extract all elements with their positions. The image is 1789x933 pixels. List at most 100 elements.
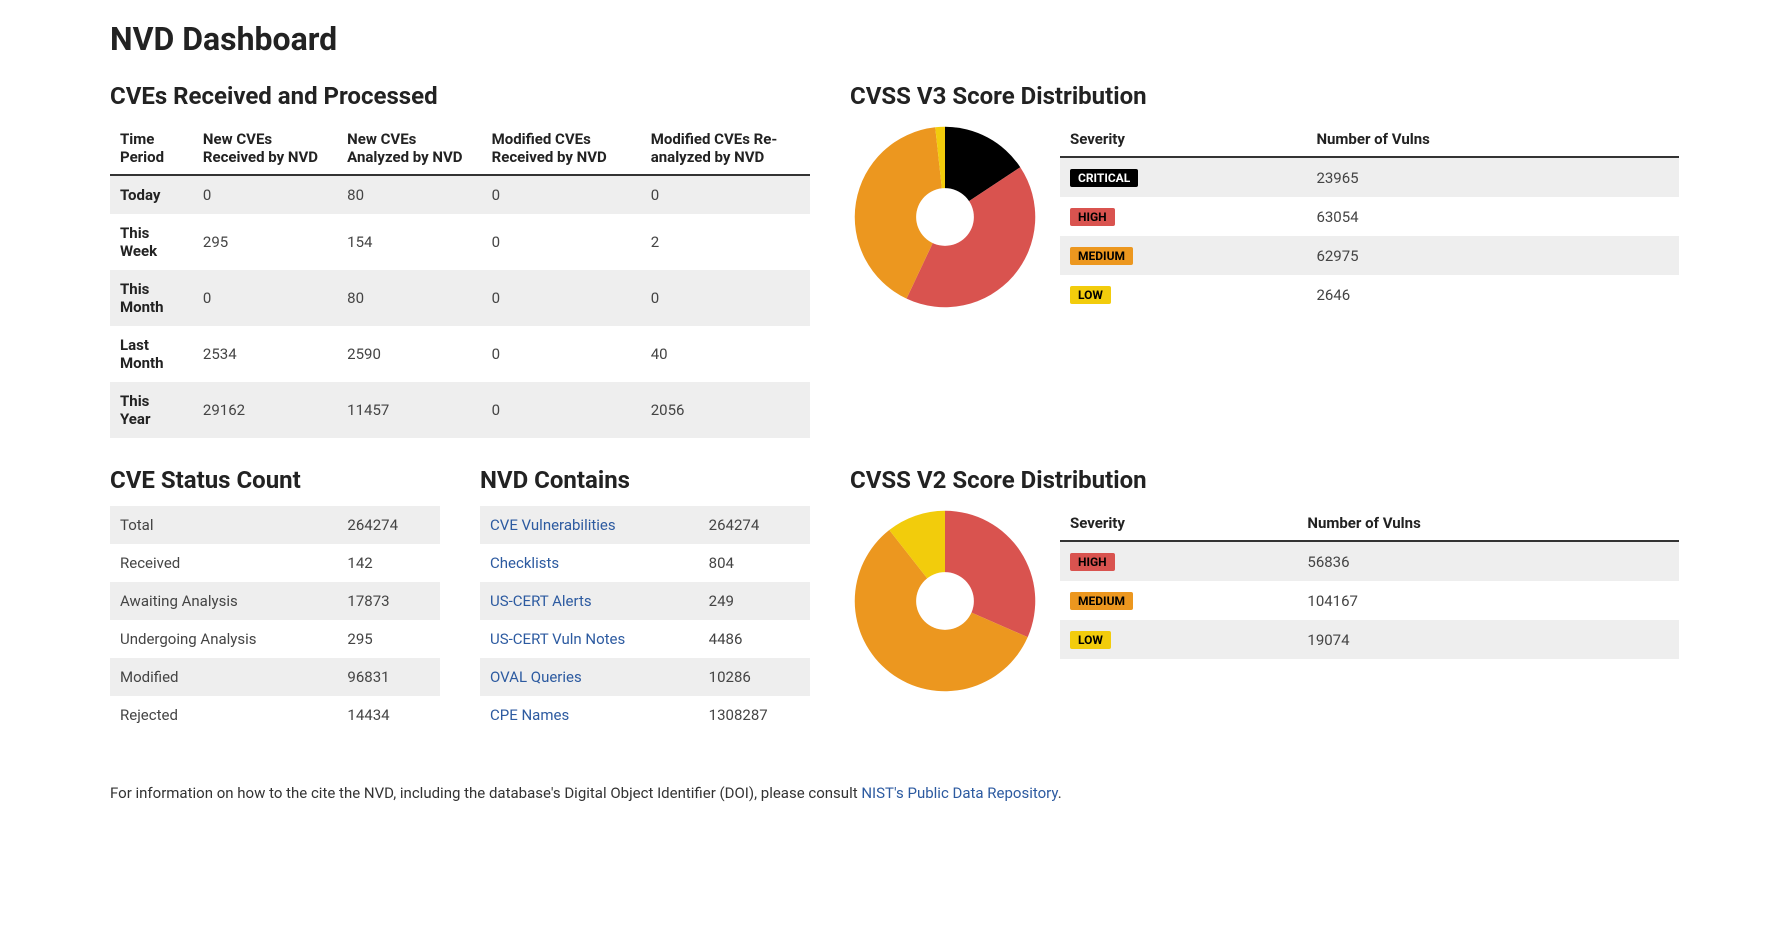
cvss-v2-donut-chart	[850, 506, 1040, 696]
vuln-count: 104167	[1297, 581, 1679, 620]
contains-value: 804	[699, 544, 810, 582]
cve-table-col-2: New CVEs Analyzed by NVD	[337, 122, 481, 175]
table-row: US-CERT Alerts249	[480, 582, 810, 620]
cell-value: 295	[193, 214, 337, 270]
cve-table-col-0: Time Period	[110, 122, 193, 175]
status-label: Rejected	[110, 696, 337, 734]
cvss-v3-title: CVSS V3 Score Distribution	[850, 82, 1679, 110]
cell-value: 11457	[337, 382, 481, 438]
vuln-count: 2646	[1306, 275, 1679, 314]
contains-label-cell: CPE Names	[480, 696, 699, 734]
footer-suffix: .	[1058, 784, 1062, 802]
table-row: Total264274	[110, 506, 440, 544]
severity-cell: HIGH	[1060, 197, 1306, 236]
status-count-table: Total264274Received142Awaiting Analysis1…	[110, 506, 440, 734]
contains-link[interactable]: US-CERT Vuln Notes	[490, 630, 625, 648]
table-row: Modified96831	[110, 658, 440, 696]
table-row: This Year291621145702056	[110, 382, 810, 438]
contains-link[interactable]: CPE Names	[490, 706, 569, 724]
contains-label-cell: CVE Vulnerabilities	[480, 506, 699, 544]
cve-table-col-1: New CVEs Received by NVD	[193, 122, 337, 175]
cell-value: 29162	[193, 382, 337, 438]
table-row: CRITICAL 23965	[1060, 157, 1679, 197]
status-value: 96831	[337, 658, 440, 696]
severity-cell: CRITICAL	[1060, 157, 1306, 197]
contains-value: 10286	[699, 658, 810, 696]
status-label: Total	[110, 506, 337, 544]
contains-label-cell: US-CERT Alerts	[480, 582, 699, 620]
cell-value: 0	[641, 175, 810, 214]
cell-value: 0	[482, 175, 641, 214]
cve-table-title: CVEs Received and Processed	[110, 82, 810, 110]
cve-status-count-panel: CVE Status Count Total264274Received142A…	[110, 466, 440, 734]
cvss-v2-table: Severity Number of Vulns HIGH56836MEDIUM…	[1060, 506, 1679, 659]
cvss-v2-col-count: Number of Vulns	[1297, 506, 1679, 541]
status-value: 17873	[337, 582, 440, 620]
table-row: LOW2646	[1060, 275, 1679, 314]
nvd-contains-panel: NVD Contains CVE Vulnerabilities264274Ch…	[480, 466, 810, 734]
cell-value: 40	[641, 326, 810, 382]
contains-link[interactable]: Checklists	[490, 554, 559, 572]
status-label: Awaiting Analysis	[110, 582, 337, 620]
cell-value: 2	[641, 214, 810, 270]
cve-table: Time PeriodNew CVEs Received by NVDNew C…	[110, 122, 810, 438]
cvss-v2-title: CVSS V2 Score Distribution	[850, 466, 1679, 494]
status-count-title: CVE Status Count	[110, 466, 440, 494]
severity-cell: HIGH	[1060, 541, 1297, 581]
table-row: MEDIUM 104167	[1060, 581, 1679, 620]
cell-value: 0	[482, 326, 641, 382]
contains-link[interactable]: CVE Vulnerabilities	[490, 516, 616, 534]
cvss-v3-donut-chart	[850, 122, 1040, 312]
table-row: This Month08000	[110, 270, 810, 326]
donut-hole	[916, 188, 974, 246]
donut-hole	[916, 572, 974, 630]
severity-cell: MEDIUM	[1060, 581, 1297, 620]
contains-label-cell: OVAL Queries	[480, 658, 699, 696]
contains-link[interactable]: US-CERT Alerts	[490, 592, 592, 610]
cell-value: 80	[337, 270, 481, 326]
cell-value: 0	[641, 270, 810, 326]
contains-label-cell: US-CERT Vuln Notes	[480, 620, 699, 658]
vuln-count: 56836	[1297, 541, 1679, 581]
contains-value: 264274	[699, 506, 810, 544]
status-value: 264274	[337, 506, 440, 544]
table-row: LOW19074	[1060, 620, 1679, 659]
table-row: CPE Names 1308287	[480, 696, 810, 734]
footer-prefix: For information on how to the cite the N…	[110, 784, 861, 802]
table-row: Today08000	[110, 175, 810, 214]
severity-badge: HIGH	[1070, 208, 1115, 226]
cve-received-processed-panel: CVEs Received and Processed Time PeriodN…	[110, 82, 810, 438]
table-row: Awaiting Analysis17873	[110, 582, 440, 620]
row-label: Today	[110, 175, 193, 214]
status-label: Undergoing Analysis	[110, 620, 337, 658]
cve-table-col-3: Modified CVEs Received by NVD	[482, 122, 641, 175]
severity-cell: LOW	[1060, 620, 1297, 659]
vuln-count: 19074	[1297, 620, 1679, 659]
status-value: 14434	[337, 696, 440, 734]
contains-value: 1308287	[699, 696, 810, 734]
vuln-count: 62975	[1306, 236, 1679, 275]
table-row: Received142	[110, 544, 440, 582]
cvss-v3-col-severity: Severity	[1060, 122, 1306, 157]
cell-value: 80	[337, 175, 481, 214]
table-row: Checklists 804	[480, 544, 810, 582]
contains-link[interactable]: OVAL Queries	[490, 668, 582, 686]
table-row: Undergoing Analysis295	[110, 620, 440, 658]
table-row: HIGH56836	[1060, 541, 1679, 581]
contains-label-cell: Checklists	[480, 544, 699, 582]
cell-value: 2056	[641, 382, 810, 438]
cell-value: 0	[482, 270, 641, 326]
vuln-count: 23965	[1306, 157, 1679, 197]
severity-badge: CRITICAL	[1070, 169, 1138, 187]
severity-badge: MEDIUM	[1070, 592, 1133, 610]
cell-value: 0	[482, 214, 641, 270]
footer-link[interactable]: NIST's Public Data Repository	[861, 784, 1057, 802]
cvss-v3-table: Severity Number of Vulns CRITICAL23965HI…	[1060, 122, 1679, 314]
table-row: HIGH63054	[1060, 197, 1679, 236]
severity-cell: MEDIUM	[1060, 236, 1306, 275]
cell-value: 154	[337, 214, 481, 270]
row-label: This Year	[110, 382, 193, 438]
table-row: US-CERT Vuln Notes4486	[480, 620, 810, 658]
table-row: MEDIUM62975	[1060, 236, 1679, 275]
cve-table-col-4: Modified CVEs Re-analyzed by NVD	[641, 122, 810, 175]
